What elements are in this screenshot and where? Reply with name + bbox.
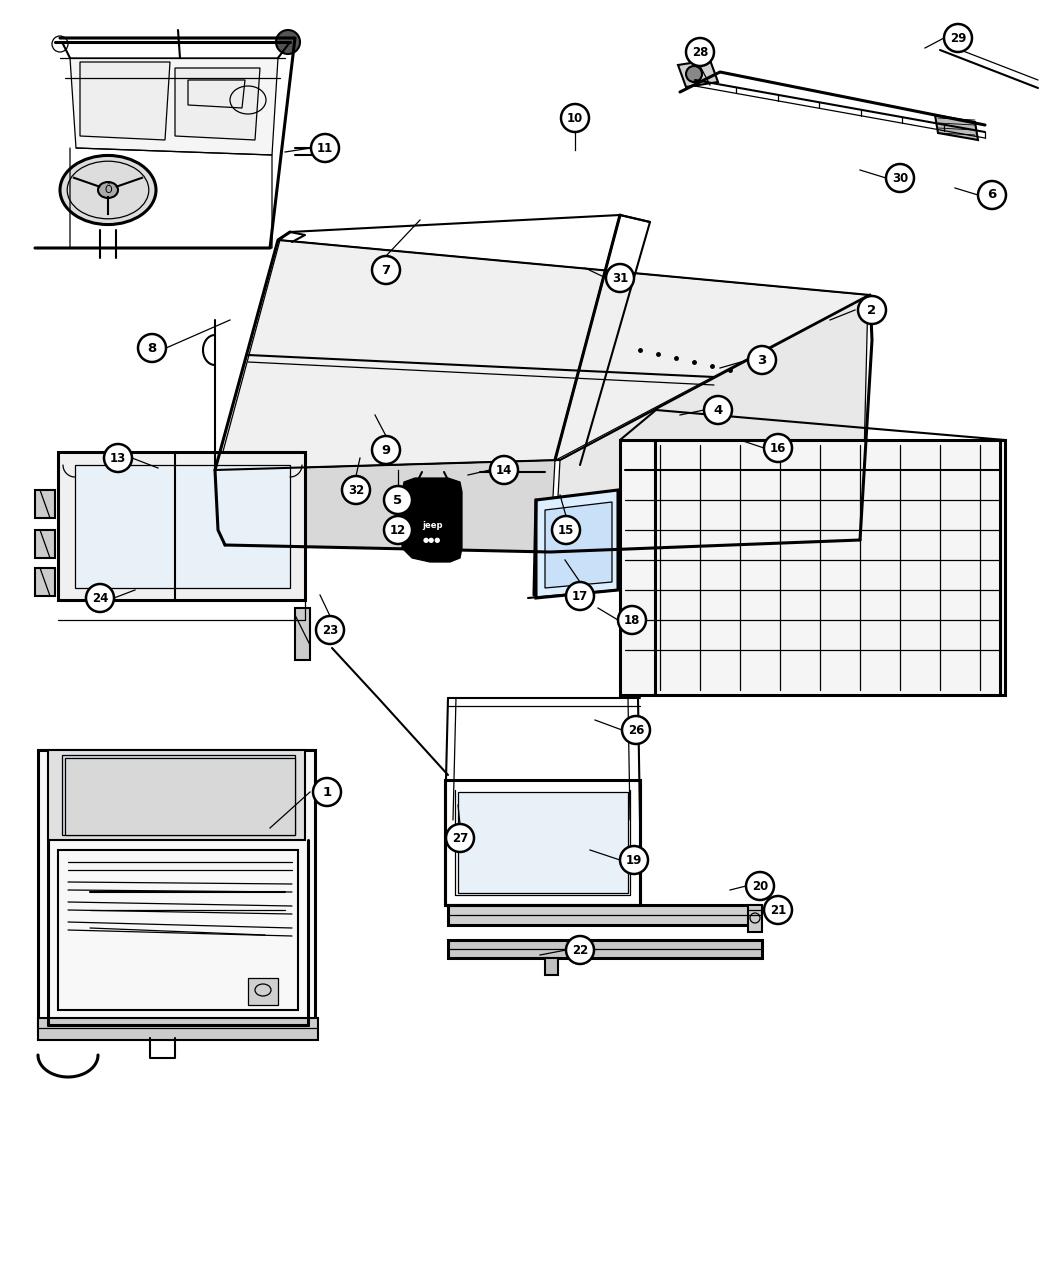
Text: ●●●: ●●● [423, 537, 441, 543]
Polygon shape [220, 460, 555, 552]
Text: jeep: jeep [422, 520, 442, 529]
Text: 13: 13 [110, 451, 126, 464]
Circle shape [446, 824, 474, 852]
Polygon shape [748, 905, 762, 932]
Polygon shape [35, 567, 55, 595]
Circle shape [313, 778, 341, 806]
Polygon shape [458, 792, 628, 892]
Circle shape [622, 717, 650, 745]
Text: 10: 10 [567, 111, 583, 125]
Circle shape [372, 256, 400, 284]
Text: 31: 31 [612, 272, 628, 284]
Circle shape [748, 346, 776, 374]
Circle shape [606, 264, 634, 292]
Text: 5: 5 [394, 493, 402, 506]
Polygon shape [80, 62, 170, 140]
Circle shape [311, 134, 339, 162]
Circle shape [704, 397, 732, 425]
Polygon shape [448, 940, 762, 958]
Circle shape [566, 936, 594, 964]
Circle shape [316, 616, 344, 644]
Polygon shape [65, 759, 295, 835]
Circle shape [86, 584, 114, 612]
Text: 7: 7 [381, 264, 391, 277]
Polygon shape [38, 1017, 318, 1040]
Text: 6: 6 [987, 189, 996, 201]
Text: 16: 16 [770, 441, 786, 454]
Circle shape [552, 516, 580, 544]
Text: 28: 28 [692, 46, 708, 59]
Text: 24: 24 [91, 592, 108, 604]
Polygon shape [58, 453, 304, 601]
Polygon shape [62, 755, 295, 835]
Polygon shape [48, 750, 304, 840]
Circle shape [858, 296, 886, 324]
Polygon shape [35, 530, 55, 558]
Text: 30: 30 [891, 172, 908, 185]
Circle shape [764, 896, 792, 924]
Polygon shape [545, 502, 612, 588]
Circle shape [372, 436, 400, 464]
Circle shape [561, 105, 589, 133]
Text: 1: 1 [322, 785, 332, 798]
Text: 32: 32 [348, 483, 364, 496]
Text: 29: 29 [950, 32, 966, 45]
Circle shape [384, 516, 412, 544]
Polygon shape [38, 750, 315, 1030]
Polygon shape [295, 608, 310, 660]
Text: 15: 15 [558, 524, 574, 537]
Circle shape [384, 486, 412, 514]
Ellipse shape [98, 182, 118, 198]
Text: 22: 22 [572, 944, 588, 956]
Text: 27: 27 [452, 831, 468, 844]
Text: 3: 3 [757, 353, 766, 366]
Polygon shape [678, 60, 718, 87]
Polygon shape [536, 490, 618, 598]
Text: 18: 18 [624, 613, 640, 626]
Polygon shape [218, 240, 868, 470]
Text: 20: 20 [752, 880, 769, 892]
Polygon shape [620, 440, 1005, 695]
Circle shape [620, 847, 648, 873]
Text: 26: 26 [628, 723, 645, 737]
Ellipse shape [60, 156, 156, 224]
Text: 23: 23 [322, 623, 338, 636]
Text: 11: 11 [317, 142, 333, 154]
Text: 12: 12 [390, 524, 406, 537]
Text: 19: 19 [626, 853, 643, 867]
Polygon shape [75, 465, 290, 588]
Text: 8: 8 [147, 342, 156, 354]
Circle shape [104, 444, 132, 472]
Text: Ô: Ô [104, 185, 111, 195]
Ellipse shape [686, 66, 702, 82]
Polygon shape [248, 978, 278, 1005]
Circle shape [490, 456, 518, 484]
Text: 14: 14 [496, 464, 512, 477]
Circle shape [764, 434, 792, 462]
Circle shape [566, 581, 594, 609]
Circle shape [686, 38, 714, 66]
Text: 17: 17 [572, 589, 588, 603]
Polygon shape [402, 478, 462, 562]
Circle shape [618, 606, 646, 634]
Circle shape [342, 476, 370, 504]
Polygon shape [545, 958, 558, 975]
Circle shape [746, 872, 774, 900]
Circle shape [978, 181, 1006, 209]
Polygon shape [448, 905, 760, 924]
Polygon shape [70, 57, 278, 156]
Polygon shape [175, 68, 260, 140]
Circle shape [944, 24, 972, 52]
Ellipse shape [276, 31, 300, 54]
Polygon shape [35, 490, 55, 518]
Polygon shape [555, 295, 868, 552]
Text: 9: 9 [381, 444, 391, 456]
Text: 21: 21 [770, 904, 786, 917]
Polygon shape [934, 115, 978, 140]
Circle shape [138, 334, 166, 362]
Circle shape [886, 164, 914, 193]
Text: 4: 4 [713, 403, 722, 417]
Text: 2: 2 [867, 303, 877, 316]
